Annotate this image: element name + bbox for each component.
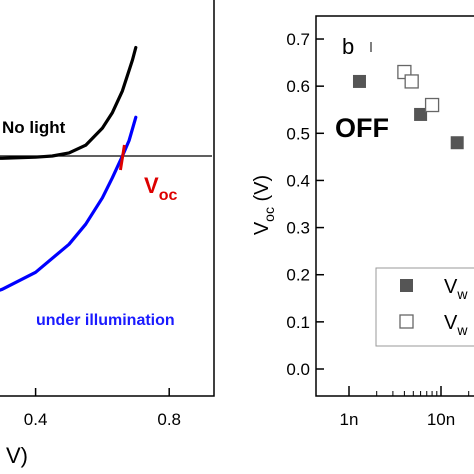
panel-b-y-tick-label: 0.3 xyxy=(286,219,310,238)
off-label: OFF xyxy=(335,113,389,143)
panel-b-y-tick-label: 0.5 xyxy=(286,124,310,143)
panel-a-x-ticks: 0.4 0.8 xyxy=(24,388,181,429)
legend-open-square xyxy=(399,314,414,329)
legend-entry-1: Vw xyxy=(444,276,468,302)
y-label-sub: oc xyxy=(261,207,277,222)
voc-label-sub: oc xyxy=(159,187,178,204)
legend-entry-2-sub: w xyxy=(456,322,468,338)
panel-a: 0.4 0.8 No light Voc under illumination V… xyxy=(0,0,215,468)
data-point-open xyxy=(424,97,440,113)
panel-b-y-tick-label: 0.1 xyxy=(286,313,310,332)
panel-b-label: b xyxy=(342,34,354,59)
data-point-open xyxy=(404,74,419,89)
panel-b-y-tick-label: 0.4 xyxy=(286,171,310,190)
legend: Vw Vw xyxy=(375,267,474,347)
panel-b-y-tick-label: 0.2 xyxy=(286,266,310,285)
illumination-label: under illumination xyxy=(36,312,175,329)
panel-b-x-tick-label: 10n xyxy=(427,410,455,429)
panel-a-x-tick-label: 0.4 xyxy=(24,410,48,429)
panel-b-x-tick-label: 1n xyxy=(340,410,359,429)
y-label-main: V xyxy=(251,221,273,235)
panel-a-x-axis-label: V) xyxy=(6,443,28,468)
legend-entry-2: Vw xyxy=(444,312,468,338)
no-light-label: No light xyxy=(2,118,66,137)
voc-label-main: V xyxy=(144,173,159,198)
legend-frame xyxy=(375,267,474,347)
no-light-curve xyxy=(0,45,138,160)
panel-b-y-tick-label: 0.0 xyxy=(286,360,310,379)
voc-label: Voc xyxy=(144,173,177,204)
panel-b-frame xyxy=(315,15,474,397)
data-point-filled xyxy=(352,74,366,88)
illumination-curve xyxy=(0,115,138,292)
legend-entry-2-main: V xyxy=(444,312,458,334)
data-point-filled xyxy=(414,107,428,121)
panel-a-frame xyxy=(0,0,215,397)
legend-entry-1-sub: w xyxy=(456,286,468,302)
panel-a-x-tick-label: 0.8 xyxy=(157,410,181,429)
y-label-rest: (V) xyxy=(251,175,273,207)
panel-b-y-tick-label: 0.7 xyxy=(286,30,310,49)
panel-a-series xyxy=(0,45,138,292)
panel-b-x-ticks: 1n 10n xyxy=(340,386,470,429)
panel-b-points xyxy=(352,64,464,150)
legend-filled-square xyxy=(400,279,413,292)
panel-b: 0.0 0.1 0.2 0.3 0.4 0.5 0.6 0.7 1n 10n b OFF Voc… xyxy=(251,15,474,429)
panel-b-y-ticks: 0.0 0.1 0.2 0.3 0.4 0.5 0.6 0.7 xyxy=(286,30,324,379)
data-point-filled xyxy=(450,136,464,150)
panel-b-y-tick-label: 0.6 xyxy=(286,77,310,96)
panel-b-y-axis-label: Voc (V) xyxy=(251,175,277,235)
voc-marker xyxy=(118,144,126,171)
legend-entry-1-main: V xyxy=(444,276,458,298)
